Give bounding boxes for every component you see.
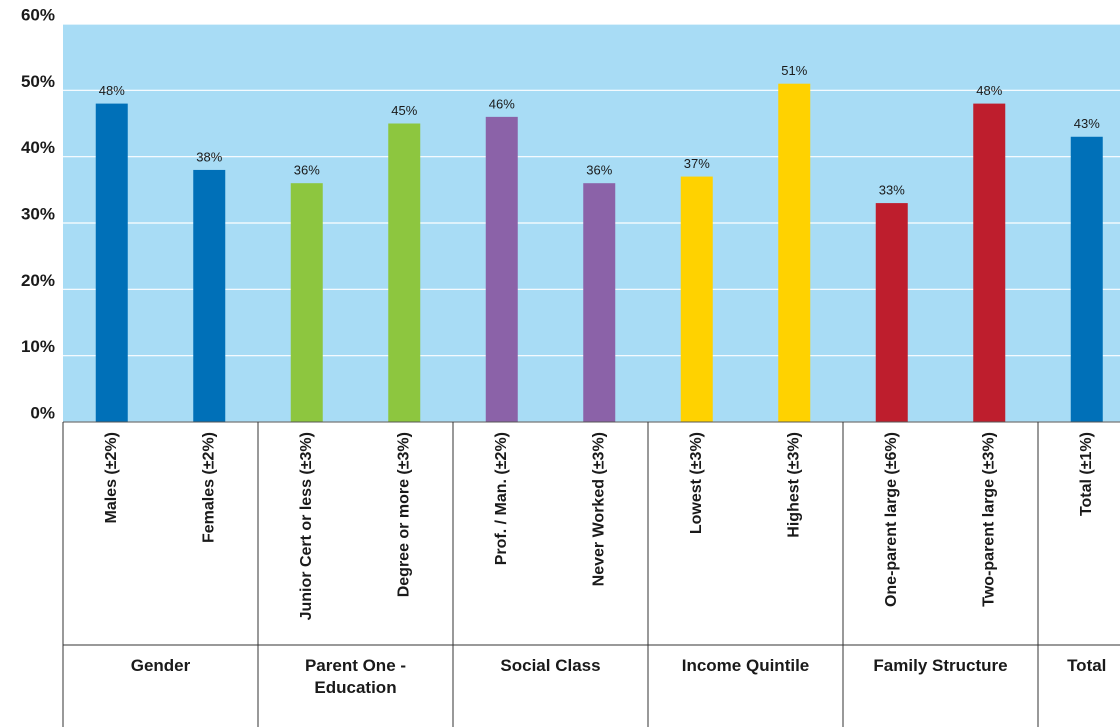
bar — [973, 103, 1006, 422]
bar — [388, 123, 421, 422]
x-tick-label: Total (±1%) — [1078, 432, 1095, 516]
y-tick-label: 60% — [21, 5, 55, 24]
group-label: Income Quintile — [681, 656, 810, 675]
value-label: 51% — [781, 63, 807, 78]
x-tick-label: Prof. / Man. (±2%) — [493, 432, 510, 565]
x-tick-label: Two-parent large (±3%) — [980, 432, 997, 607]
bar — [193, 169, 226, 422]
x-tick-label: Never Worked (±3%) — [590, 432, 607, 586]
group-label: Parent One - Education — [304, 656, 407, 697]
value-label: 38% — [196, 149, 222, 164]
value-label: 33% — [879, 183, 905, 198]
bar — [875, 203, 908, 422]
y-tick-label: 20% — [21, 271, 55, 290]
value-label: 36% — [586, 163, 612, 178]
y-tick-label: 10% — [21, 337, 55, 356]
x-tick-label: Junior Cert or less (±3%) — [298, 432, 315, 620]
bar — [680, 176, 713, 422]
group-label: Gender — [130, 656, 191, 675]
bar — [290, 183, 323, 422]
value-label: 37% — [684, 156, 710, 171]
bar — [95, 103, 128, 422]
value-label: 46% — [489, 96, 515, 111]
x-tick-label: One-parent large (±6%) — [883, 432, 900, 607]
bar — [485, 116, 518, 422]
value-label: 48% — [976, 83, 1002, 98]
x-tick-label: Males (±2%) — [103, 432, 120, 523]
value-label: 45% — [391, 103, 417, 118]
group-label: Family Structure — [873, 656, 1008, 675]
bar — [1070, 136, 1103, 422]
x-tick-label: Highest (±3%) — [785, 432, 802, 538]
value-label: 36% — [294, 163, 320, 178]
group-label: Total — [1067, 656, 1107, 675]
y-tick-label: 0% — [30, 403, 55, 422]
y-tick-label: 50% — [21, 72, 55, 91]
x-tick-label: Degree or more (±3%) — [395, 432, 412, 597]
bar — [778, 83, 811, 422]
bar — [583, 183, 616, 422]
x-tick-label: Lowest (±3%) — [688, 432, 705, 534]
x-tick-label: Females (±2%) — [200, 432, 217, 543]
value-label: 48% — [99, 83, 125, 98]
value-label: 43% — [1074, 116, 1100, 131]
group-label: Social Class — [500, 656, 601, 675]
y-tick-label: 30% — [21, 204, 55, 223]
y-tick-label: 40% — [21, 138, 55, 157]
